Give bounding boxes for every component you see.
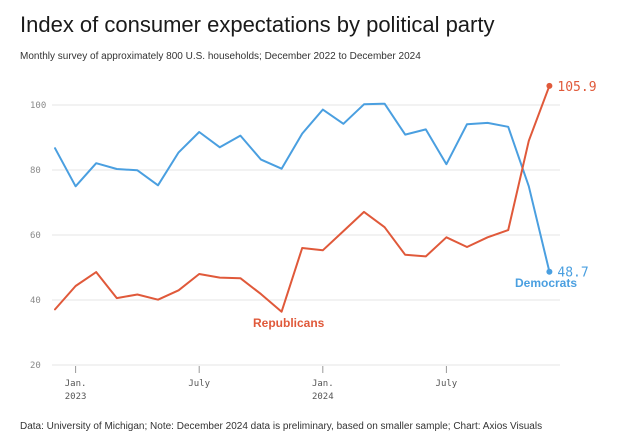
chart-title: Index of consumer expectations by politi… [20,12,495,37]
x-tick-label: July [188,379,210,389]
y-tick-label: 60 [30,231,41,241]
democrats-end-value-label: 48.7 [557,266,588,281]
x-tick-year-label: 2024 [312,392,334,402]
y-tick-label: 20 [30,361,41,371]
x-axis-ticks: Jan. 2023 July Jan. 2024 July [65,366,458,402]
x-tick-label: July [436,379,458,389]
y-tick-label: 80 [30,166,41,176]
series-lines [54,82,553,313]
republicans-series-label: Republicans [253,316,325,330]
democrats-end-point [546,268,553,275]
y-tick-label: 100 [30,101,46,111]
y-tick-label: 40 [30,296,41,306]
chart-source-note: Data: University of Michigan; Note: Dece… [20,421,543,432]
y-axis-ticks: 20 40 60 80 100 [30,101,46,371]
republicans-end-value-label: 105.9 [557,80,596,95]
democrats-series-label: Democrats [515,276,577,290]
democrats-line [54,102,551,273]
series-labels: 48.7 105.9 Democrats Republicans [253,80,597,330]
republicans-line [54,84,551,313]
republicans-end-point [546,82,553,89]
x-tick-year-label: 2023 [65,392,87,402]
chart-subtitle: Monthly survey of approximately 800 U.S.… [20,51,421,62]
x-tick-label: Jan. [312,379,334,389]
x-tick-label: Jan. [65,379,87,389]
